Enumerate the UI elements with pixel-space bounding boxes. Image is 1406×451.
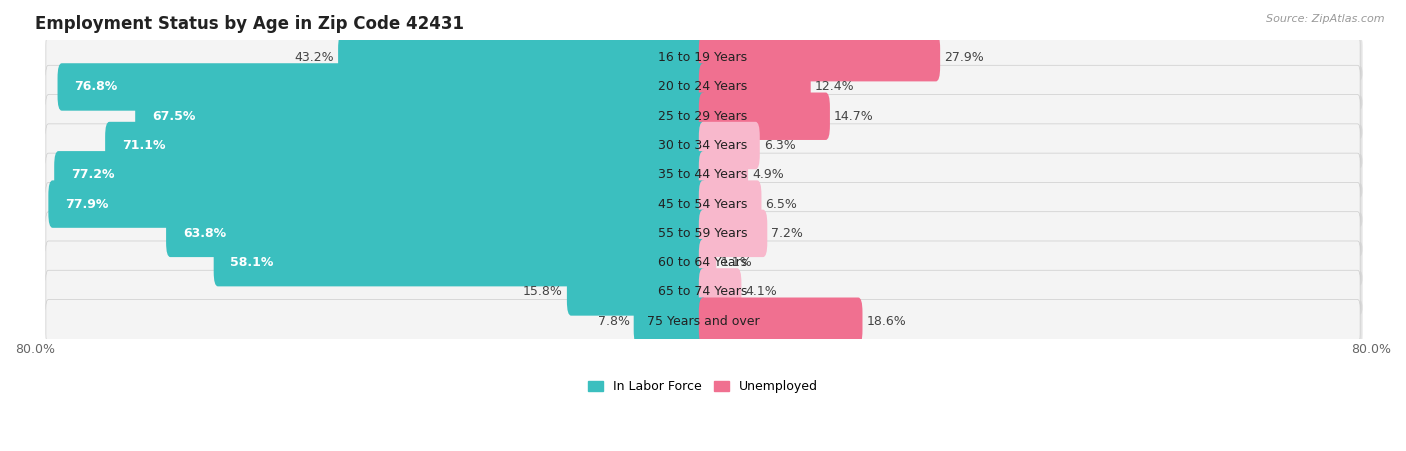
Text: 18.6%: 18.6%	[866, 315, 907, 328]
Text: 16 to 19 Years: 16 to 19 Years	[658, 51, 748, 64]
Legend: In Labor Force, Unemployed: In Labor Force, Unemployed	[583, 375, 823, 398]
FancyBboxPatch shape	[46, 95, 1360, 138]
FancyBboxPatch shape	[634, 298, 707, 345]
Text: 43.2%: 43.2%	[294, 51, 335, 64]
Text: 58.1%: 58.1%	[231, 256, 274, 269]
FancyBboxPatch shape	[699, 268, 741, 316]
Text: 76.8%: 76.8%	[75, 80, 118, 93]
FancyBboxPatch shape	[46, 153, 1360, 197]
FancyBboxPatch shape	[48, 212, 1362, 256]
FancyBboxPatch shape	[48, 271, 1362, 314]
Text: 6.5%: 6.5%	[766, 198, 797, 211]
FancyBboxPatch shape	[699, 92, 830, 140]
FancyBboxPatch shape	[135, 92, 707, 140]
FancyBboxPatch shape	[699, 34, 941, 81]
FancyBboxPatch shape	[46, 65, 1360, 109]
FancyBboxPatch shape	[699, 298, 862, 345]
FancyBboxPatch shape	[699, 151, 748, 198]
Text: 7.2%: 7.2%	[772, 227, 803, 240]
Text: 12.4%: 12.4%	[815, 80, 855, 93]
Text: 55 to 59 Years: 55 to 59 Years	[658, 227, 748, 240]
FancyBboxPatch shape	[46, 241, 1360, 284]
Text: 15.8%: 15.8%	[523, 285, 562, 299]
Text: 7.8%: 7.8%	[598, 315, 630, 328]
Text: 4.1%: 4.1%	[745, 285, 778, 299]
FancyBboxPatch shape	[46, 182, 1360, 226]
Text: 30 to 34 Years: 30 to 34 Years	[658, 139, 748, 152]
FancyBboxPatch shape	[699, 210, 768, 257]
FancyBboxPatch shape	[48, 66, 1362, 110]
FancyBboxPatch shape	[55, 151, 707, 198]
FancyBboxPatch shape	[46, 36, 1360, 79]
Text: 77.2%: 77.2%	[70, 168, 114, 181]
FancyBboxPatch shape	[699, 239, 717, 286]
Text: Source: ZipAtlas.com: Source: ZipAtlas.com	[1267, 14, 1385, 23]
Text: 60 to 64 Years: 60 to 64 Years	[658, 256, 748, 269]
FancyBboxPatch shape	[699, 180, 762, 228]
Text: 35 to 44 Years: 35 to 44 Years	[658, 168, 748, 181]
Text: 6.3%: 6.3%	[763, 139, 796, 152]
FancyBboxPatch shape	[214, 239, 707, 286]
Text: 75 Years and over: 75 Years and over	[647, 315, 759, 328]
FancyBboxPatch shape	[46, 212, 1360, 255]
Text: 27.9%: 27.9%	[945, 51, 984, 64]
FancyBboxPatch shape	[58, 63, 707, 110]
FancyBboxPatch shape	[48, 37, 1362, 80]
FancyBboxPatch shape	[48, 96, 1362, 139]
FancyBboxPatch shape	[46, 124, 1360, 167]
FancyBboxPatch shape	[46, 270, 1360, 313]
Text: Employment Status by Age in Zip Code 42431: Employment Status by Age in Zip Code 424…	[35, 15, 464, 33]
FancyBboxPatch shape	[46, 299, 1360, 343]
FancyBboxPatch shape	[337, 34, 707, 81]
FancyBboxPatch shape	[48, 242, 1362, 285]
FancyBboxPatch shape	[48, 125, 1362, 168]
FancyBboxPatch shape	[105, 122, 707, 169]
Text: 4.9%: 4.9%	[752, 168, 785, 181]
Text: 25 to 29 Years: 25 to 29 Years	[658, 110, 748, 123]
FancyBboxPatch shape	[48, 154, 1362, 198]
FancyBboxPatch shape	[48, 183, 1362, 227]
Text: 71.1%: 71.1%	[122, 139, 166, 152]
Text: 1.1%: 1.1%	[720, 256, 752, 269]
Text: 20 to 24 Years: 20 to 24 Years	[658, 80, 748, 93]
FancyBboxPatch shape	[166, 210, 707, 257]
FancyBboxPatch shape	[699, 63, 811, 110]
Text: 45 to 54 Years: 45 to 54 Years	[658, 198, 748, 211]
FancyBboxPatch shape	[699, 122, 759, 169]
FancyBboxPatch shape	[48, 300, 1362, 344]
Text: 65 to 74 Years: 65 to 74 Years	[658, 285, 748, 299]
Text: 14.7%: 14.7%	[834, 110, 875, 123]
Text: 63.8%: 63.8%	[183, 227, 226, 240]
Text: 67.5%: 67.5%	[152, 110, 195, 123]
Text: 77.9%: 77.9%	[65, 198, 108, 211]
FancyBboxPatch shape	[48, 180, 707, 228]
FancyBboxPatch shape	[567, 268, 707, 316]
